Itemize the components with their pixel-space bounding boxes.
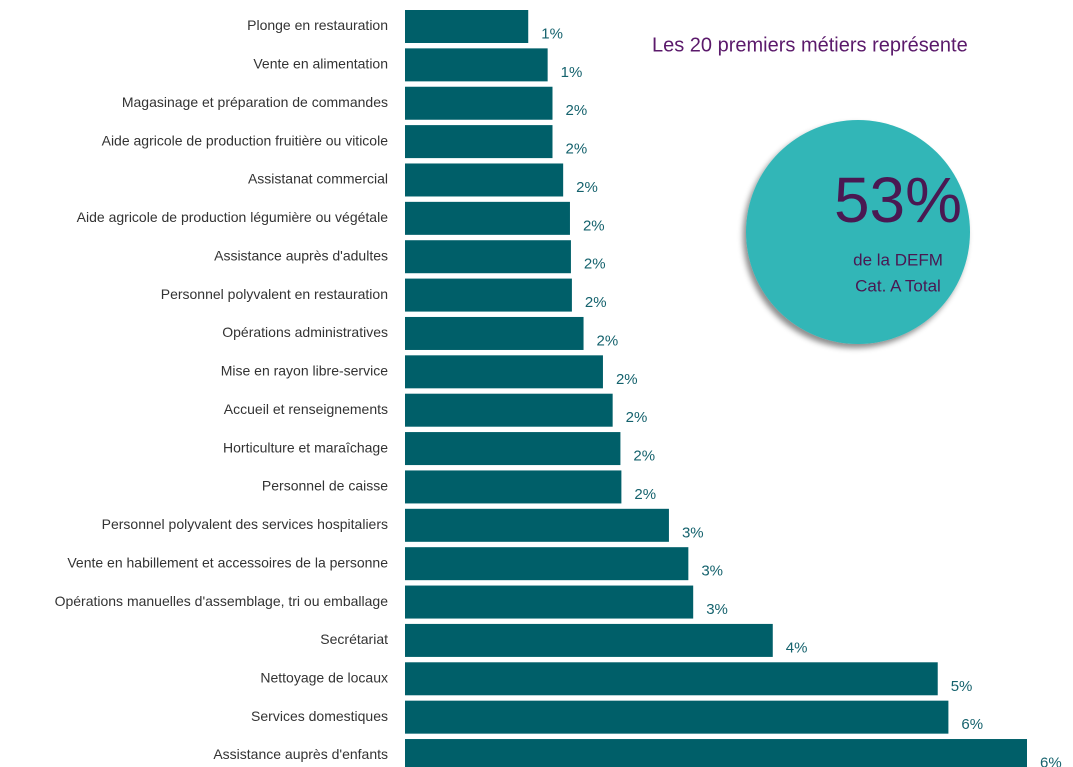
data-label: 5%	[951, 678, 973, 695]
y-tick-label: Horticulture et maraîchage	[223, 439, 388, 455]
callout-circle	[746, 120, 970, 344]
callout-line: de la DEFM	[853, 250, 943, 269]
bar	[405, 240, 571, 274]
y-tick-label: Plonge en restauration	[247, 17, 388, 33]
bar	[405, 623, 773, 657]
data-label: 2%	[616, 371, 638, 388]
bar	[405, 86, 553, 120]
data-label: 2%	[565, 141, 587, 158]
y-tick-label: Secrétariat	[320, 631, 388, 647]
data-label: 1%	[561, 64, 583, 81]
bar	[405, 662, 938, 696]
bar	[405, 585, 694, 619]
bar	[405, 125, 553, 159]
bar	[405, 48, 548, 82]
bar	[405, 393, 613, 427]
bar	[405, 432, 621, 466]
y-tick-label: Opérations administratives	[222, 324, 388, 340]
bar	[405, 316, 584, 350]
bar	[405, 470, 622, 504]
y-tick-label: Opérations manuelles d'assemblage, tri o…	[55, 593, 389, 609]
data-label: 6%	[1040, 754, 1062, 767]
data-label: 6%	[961, 716, 983, 733]
data-label: 2%	[585, 294, 607, 311]
y-tick-label: Assistance auprès d'enfants	[213, 746, 388, 762]
bar	[405, 508, 669, 542]
bar	[405, 700, 949, 734]
data-label: 2%	[633, 448, 655, 465]
data-label: 2%	[597, 332, 619, 349]
y-tick-label: Assistanat commercial	[248, 171, 388, 187]
bar	[405, 547, 689, 581]
y-tick-label: Services domestiques	[251, 708, 388, 724]
bar	[405, 355, 603, 389]
bar	[405, 278, 572, 312]
y-tick-label: Mise en rayon libre-service	[221, 363, 388, 379]
bar	[405, 739, 1027, 767]
y-tick-label: Vente en habillement et accessoires de l…	[67, 554, 388, 570]
data-label: 2%	[576, 179, 598, 196]
y-tick-label: Accueil et renseignements	[224, 401, 388, 417]
y-tick-label: Aide agricole de production fruitière ou…	[102, 132, 389, 148]
data-label: 3%	[682, 524, 704, 541]
callout-headline: 53%	[834, 164, 962, 236]
data-label: 1%	[541, 25, 563, 42]
bar	[405, 201, 570, 235]
y-tick-label: Vente en alimentation	[253, 56, 388, 72]
y-tick-label: Aide agricole de production légumière ou…	[77, 209, 389, 225]
y-tick-label: Assistance auprès d'adultes	[214, 247, 388, 263]
y-tick-label: Personnel polyvalent des services hospit…	[102, 516, 388, 532]
bar	[405, 163, 564, 197]
bar	[405, 10, 529, 43]
data-label: 2%	[584, 256, 606, 273]
data-label: 4%	[786, 639, 808, 656]
chart-title: Les 20 premiers métiers représente	[652, 34, 968, 56]
data-label: 2%	[583, 217, 605, 234]
y-tick-label: Personnel polyvalent en restauration	[161, 286, 388, 302]
data-label: 2%	[626, 409, 648, 426]
data-label: 3%	[701, 563, 723, 580]
data-label: 2%	[565, 102, 587, 119]
callout-line: Cat. A Total	[855, 276, 941, 295]
y-tick-label: Magasinage et préparation de commandes	[122, 94, 388, 110]
data-label: 3%	[706, 601, 728, 618]
y-tick-label: Nettoyage de locaux	[260, 669, 388, 685]
y-tick-label: Personnel de caisse	[262, 478, 388, 494]
data-label: 2%	[634, 486, 656, 503]
